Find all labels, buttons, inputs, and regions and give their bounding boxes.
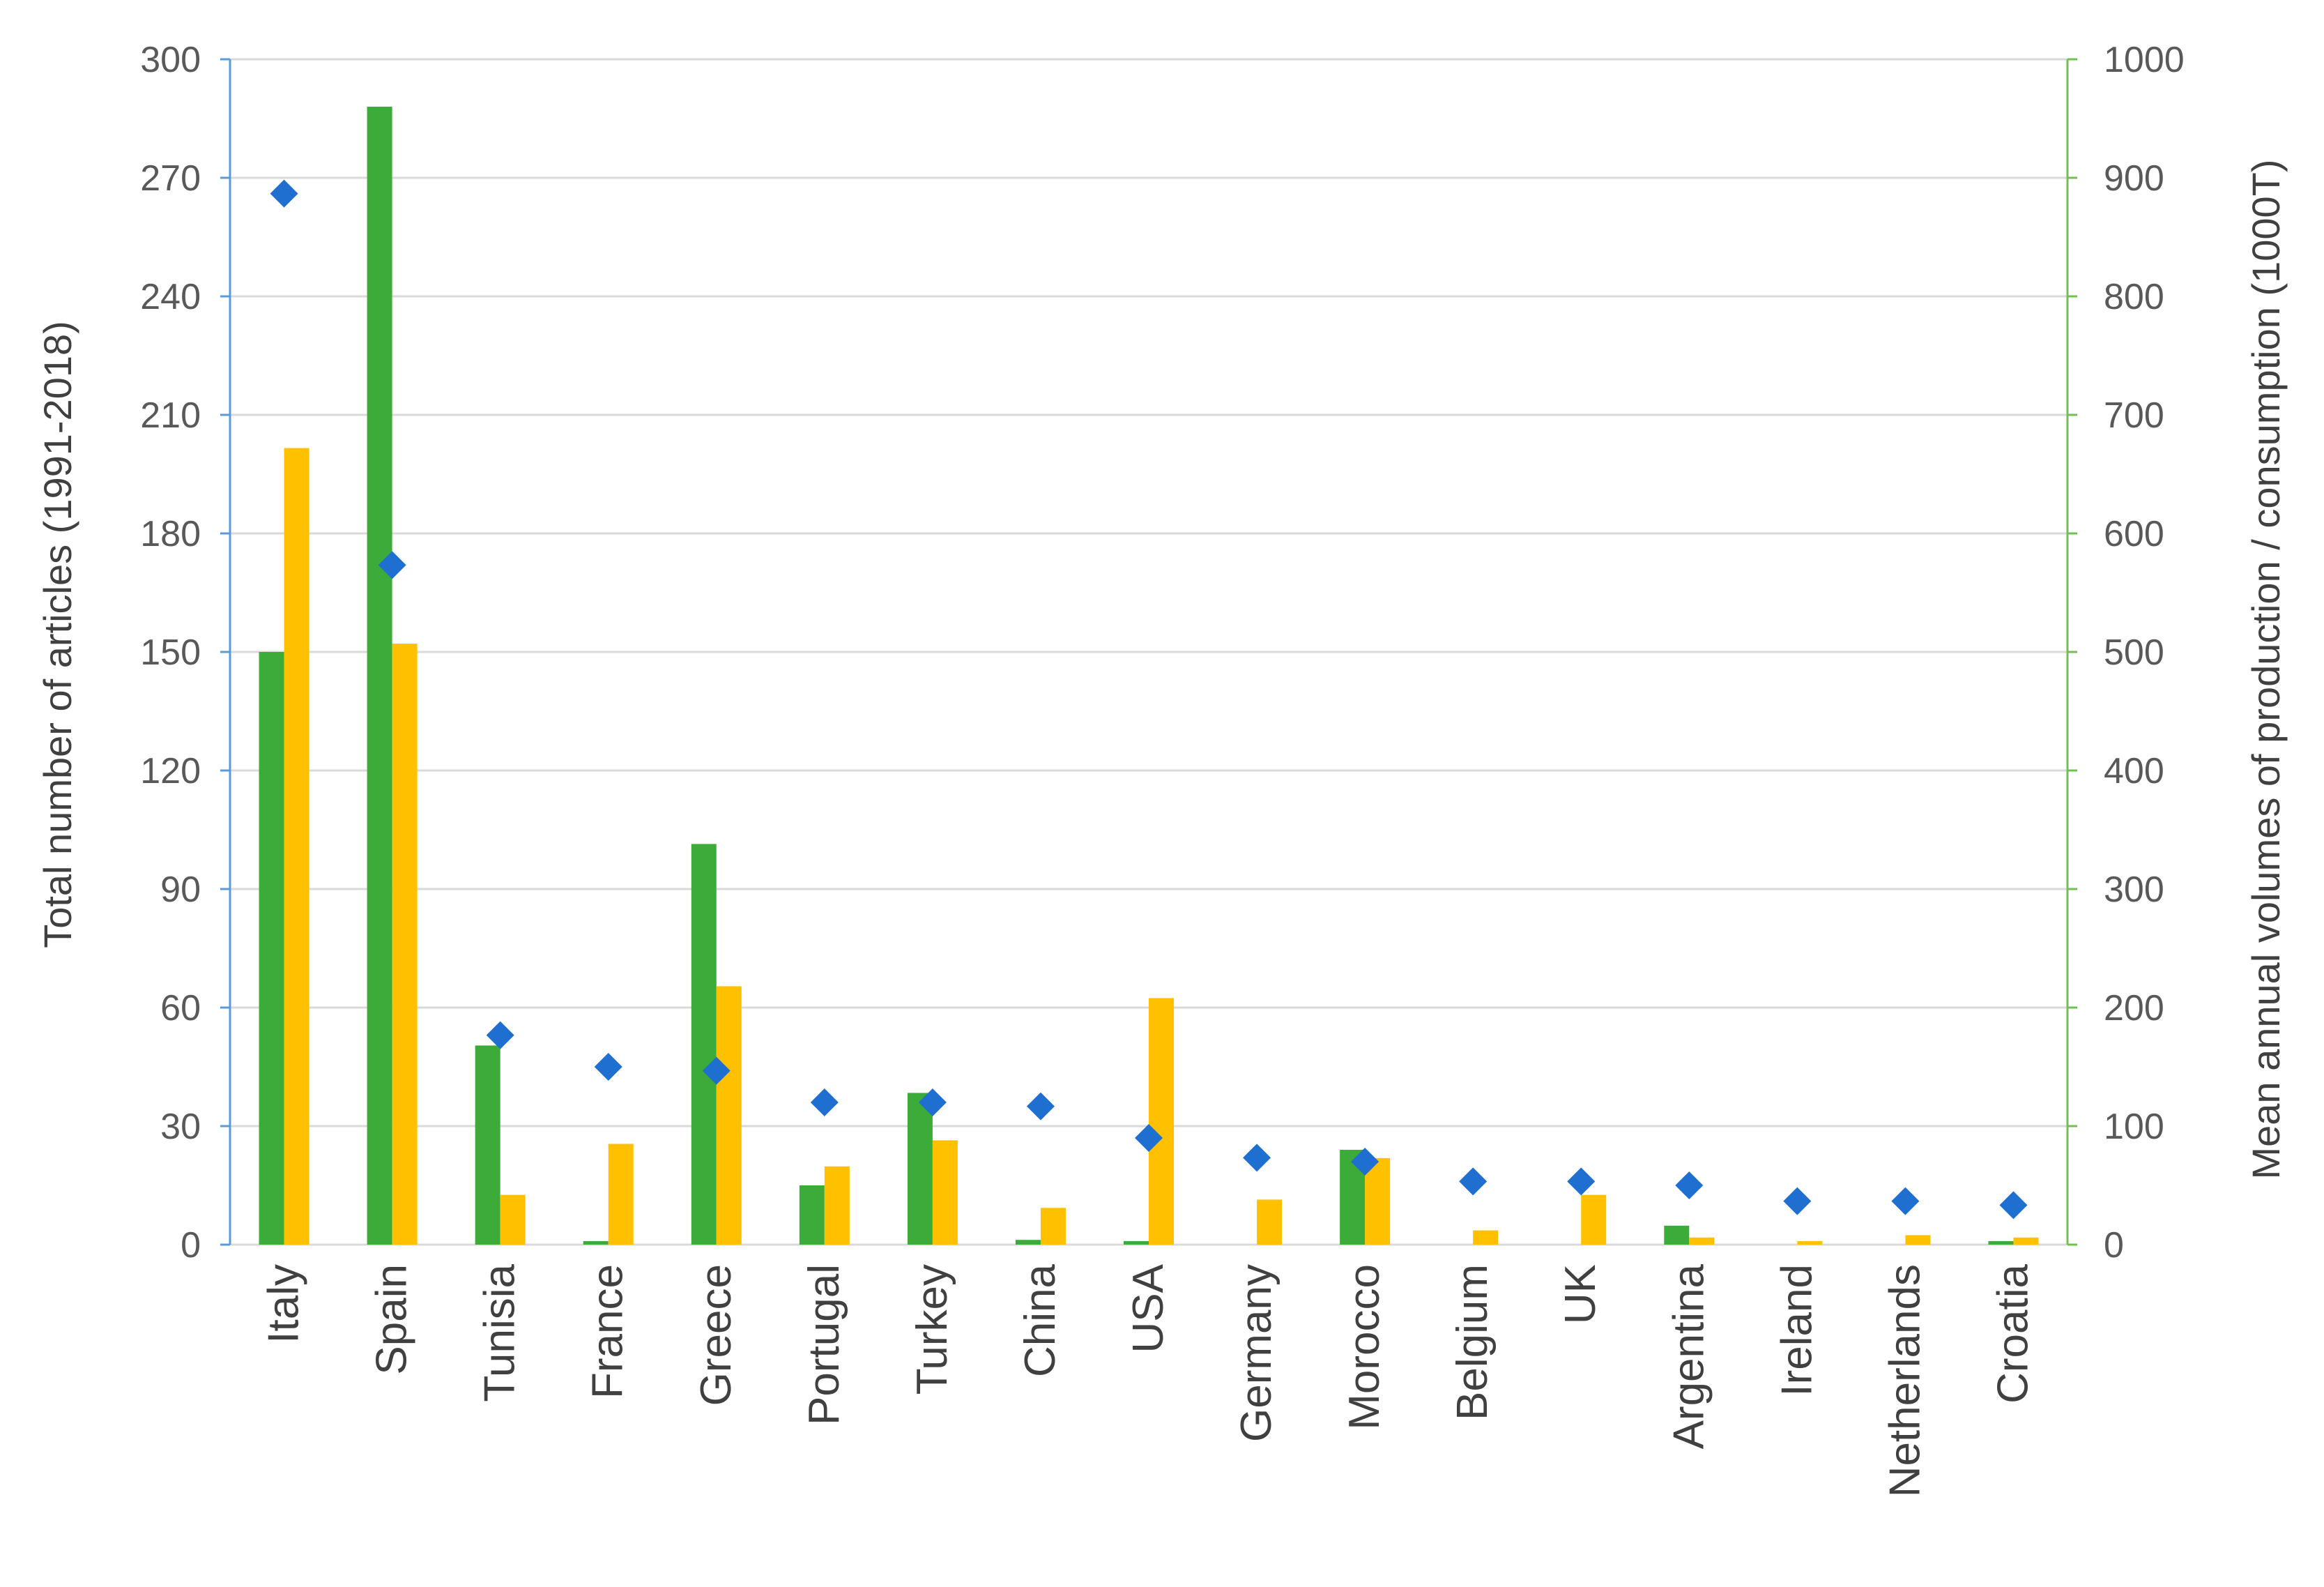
bar-yellow [392,644,418,1245]
gridlines [230,58,2067,1246]
category-label: Greece [692,1264,740,1406]
right-tick-label: 700 [2104,395,2164,436]
category-label: China [1016,1263,1064,1377]
left-tick-label: 0 [181,1225,201,1266]
right-tick-label: 300 [2104,870,2164,910]
marker-articles [1459,1167,1488,1196]
marker-articles [810,1088,839,1116]
category-label: Tunisia [476,1263,524,1402]
category-label: Turkey [908,1264,956,1395]
marker-articles [1567,1167,1596,1196]
bar-green [1124,1240,1149,1245]
right-tick-label: 1000 [2104,40,2185,80]
bar-green [583,1240,609,1245]
left-tick-label: 300 [140,40,201,80]
bar-yellow [284,448,309,1245]
category-labels: Italy Spain Tunisia France Greece Portugal Tur… [260,1263,2038,1497]
category-label: Morocco [1340,1264,1389,1430]
bar-yellow [1473,1230,1499,1245]
bars [259,107,2039,1245]
category-label: France [584,1264,632,1399]
category-label: USA [1124,1263,1172,1353]
marker-articles [1675,1171,1704,1199]
left-tick-label: 30 [160,1107,201,1147]
bar-yellow [1581,1194,1607,1245]
bar-yellow [2013,1237,2039,1245]
bar-green [1664,1225,1690,1245]
right-tick-label: 200 [2104,988,2164,1028]
bar-green [691,844,717,1245]
left-axis-ticks: 0 30 60 90 120 150 180 210 240 270 300 [140,40,230,1266]
right-tick-label: 500 [2104,632,2164,673]
bar-green [907,1093,933,1245]
bar-green [475,1045,500,1245]
right-tick-label: 800 [2104,277,2164,317]
left-tick-label: 180 [140,514,201,554]
category-label: Spain [368,1264,416,1375]
bar-green [799,1185,825,1245]
bar-yellow [716,986,742,1245]
marker-articles [1026,1092,1055,1121]
marker-articles [702,1056,731,1085]
bar-yellow [1689,1237,1715,1245]
marker-articles [1135,1124,1163,1152]
bar-yellow [1040,1208,1066,1245]
bar-yellow [1257,1199,1283,1245]
marker-articles [1351,1148,1379,1176]
y-axis-title-right: Mean annual volumes of production / cons… [2244,159,2288,1179]
right-tick-label: 0 [2104,1225,2124,1266]
left-tick-label: 150 [140,632,201,673]
left-tick-label: 270 [140,158,201,199]
bar-green [367,107,392,1245]
category-label: UK [1557,1264,1605,1324]
bar-green [259,652,284,1245]
left-tick-label: 120 [140,751,201,791]
y-axis-title-left: Total number of articles (1991-2018) [36,321,79,948]
category-label: Argentina [1665,1263,1713,1449]
right-axis-ticks: 0 100 200 300 400 500 600 700 800 900 1000 [2067,40,2185,1266]
bar-yellow [608,1144,634,1245]
right-tick-label: 600 [2104,514,2164,554]
marker-articles [270,179,298,208]
left-tick-label: 90 [160,870,201,910]
left-tick-label: 60 [160,988,201,1028]
category-label: Portugal [800,1264,848,1425]
marker-articles [1999,1191,2028,1220]
marker-articles [918,1088,947,1116]
category-label: Croatia [1989,1263,2037,1403]
marker-articles [1243,1144,1271,1172]
bar-yellow [824,1166,850,1245]
category-label: Netherlands [1881,1264,1929,1497]
bar-yellow [500,1194,526,1245]
category-label: Germany [1232,1264,1281,1442]
category-label: Belgium [1448,1264,1497,1420]
marker-articles [1783,1187,1812,1215]
bar-yellow [932,1140,958,1245]
marker-articles [486,1021,514,1049]
category-label: Italy [260,1264,308,1344]
left-tick-label: 210 [140,395,201,436]
markers [270,179,2028,1220]
right-tick-label: 900 [2104,158,2164,199]
right-tick-label: 100 [2104,1107,2164,1147]
marker-articles [1891,1187,1920,1215]
bar-yellow [1905,1235,1931,1245]
bar-yellow [1365,1157,1391,1245]
marker-articles [594,1053,622,1081]
bar-green [1015,1240,1041,1245]
bar-green [1988,1240,2014,1245]
right-tick-label: 400 [2104,751,2164,791]
marker-articles [378,551,406,579]
bar-yellow [1149,998,1174,1245]
bar-yellow [1797,1240,1823,1245]
category-label: Ireland [1773,1264,1821,1397]
left-tick-label: 240 [140,277,201,317]
